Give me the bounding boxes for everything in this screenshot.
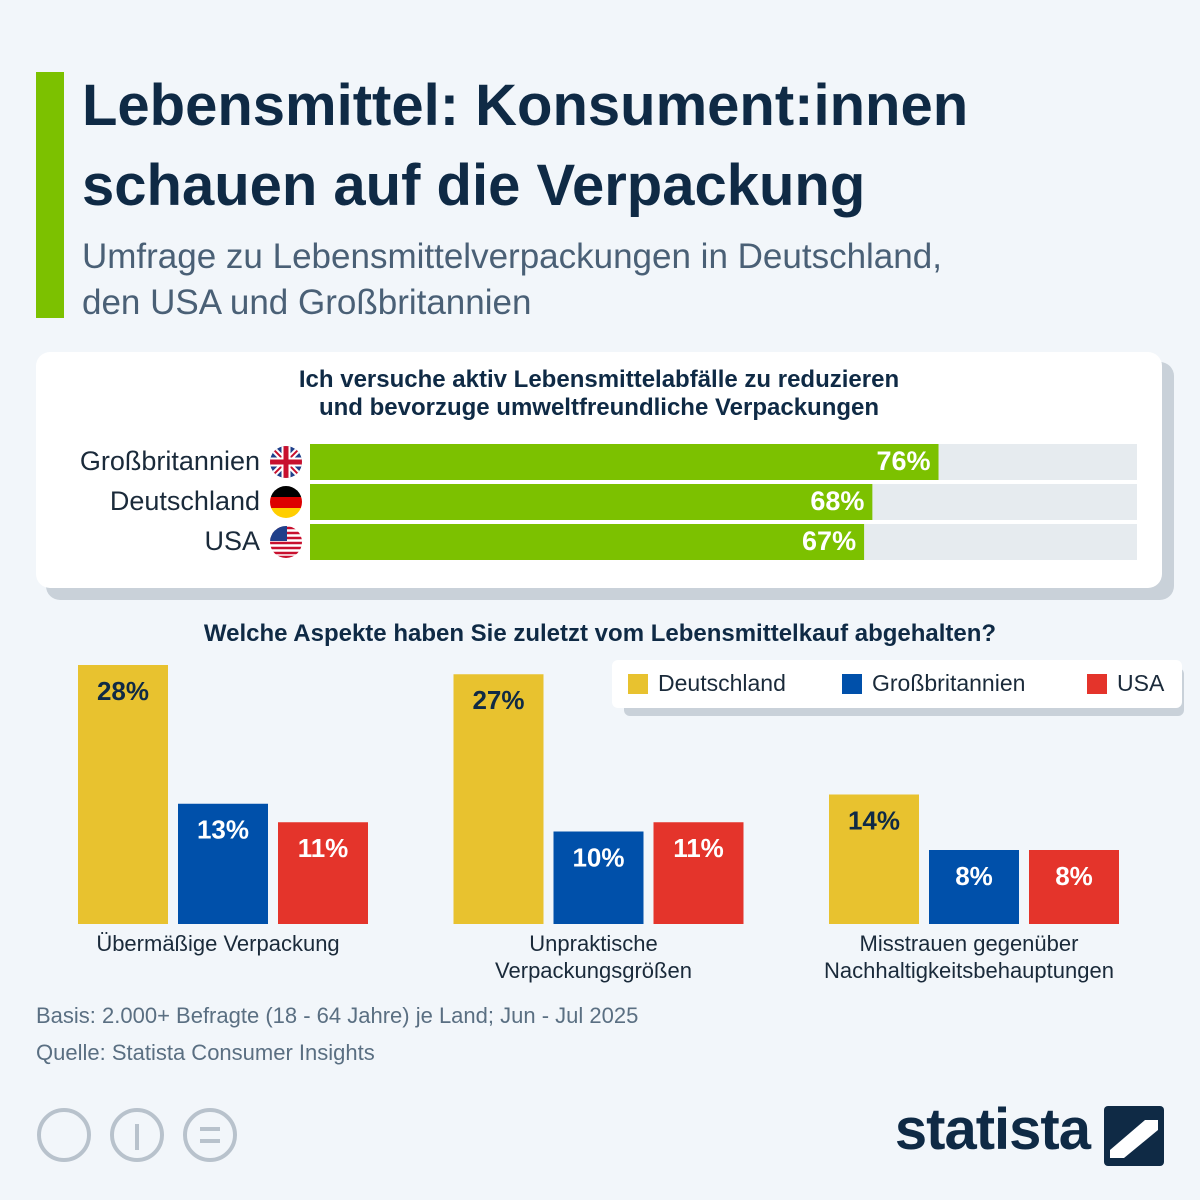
category-label: USA — [204, 526, 260, 556]
chart-title: Ich versuche aktiv Lebensmittelabfälle z… — [298, 366, 900, 421]
bar — [178, 803, 268, 924]
legend-label: Großbritannien — [872, 670, 1026, 696]
flag-us — [270, 526, 302, 558]
footnote: Basis: 2.000+ Befragte (18 - 64 Jahre) j… — [36, 1003, 639, 1028]
flag-de — [270, 486, 302, 518]
bar — [78, 665, 168, 924]
category-label: Deutschland — [109, 486, 260, 516]
value-label: 11% — [298, 833, 349, 863]
bar — [1029, 850, 1119, 924]
legend-label: USA — [1117, 670, 1165, 696]
value-label: 76% — [876, 446, 930, 476]
bar — [653, 822, 744, 924]
bar — [553, 831, 644, 924]
source: Quelle: Statista Consumer Insights — [36, 1040, 375, 1065]
bar — [829, 794, 919, 924]
legend-swatch — [1087, 674, 1107, 694]
bar — [310, 444, 939, 480]
accent-bar — [36, 72, 64, 318]
brand: statista — [894, 1097, 1091, 1162]
legend-label: Deutschland — [658, 670, 786, 696]
license-icons — [37, 1108, 237, 1162]
chart-title: Welche Aspekte haben Sie zuletzt vom Leb… — [203, 620, 997, 647]
value-label: 68% — [810, 486, 864, 516]
bar — [278, 822, 368, 924]
subtitle: Umfrage zu Lebensmittelverpackungen in D… — [82, 237, 942, 322]
value-label: 8% — [955, 861, 993, 891]
value-label: 67% — [802, 526, 856, 556]
title: Lebensmittel: Konsument:innen schauen au… — [82, 73, 969, 218]
flag-uk — [270, 446, 302, 478]
legend-swatch — [628, 674, 648, 694]
bar — [453, 674, 544, 924]
bar — [310, 524, 865, 560]
value-label: 13% — [197, 815, 249, 845]
value-label: 14% — [848, 805, 900, 835]
bar — [929, 850, 1019, 924]
legend-swatch — [842, 674, 862, 694]
category-label: Übermäßige Verpackung — [96, 931, 340, 956]
value-label: 28% — [97, 676, 149, 706]
category-label: Großbritannien — [79, 446, 260, 476]
category-label: Unpraktische Verpackungsgrößen — [495, 931, 692, 983]
value-label: 10% — [572, 842, 624, 872]
bar — [310, 484, 873, 520]
value-label: 27% — [472, 685, 524, 715]
category-label: Misstrauen gegenüber Nachhaltigkeitsbeha… — [824, 931, 1114, 983]
brand-icon — [1104, 1106, 1164, 1166]
value-label: 11% — [673, 833, 724, 863]
legend-box — [612, 660, 1182, 708]
value-label: 8% — [1055, 861, 1093, 891]
